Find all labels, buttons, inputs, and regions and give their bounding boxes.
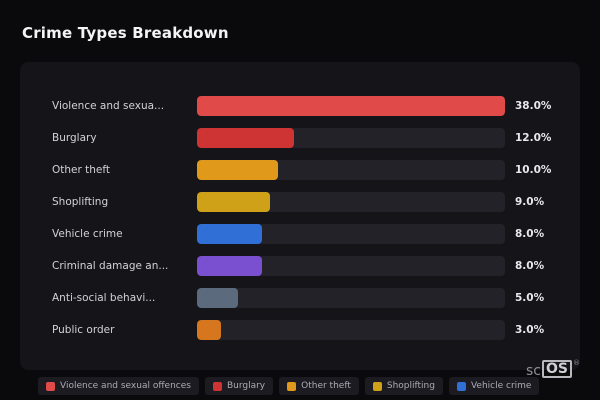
chart-bar-row: Other theft 10.0% bbox=[20, 154, 580, 186]
crime-types-chart-card: Violence and sexua... 38.0% Burglary 12.… bbox=[20, 62, 580, 370]
legend-color-swatch bbox=[456, 381, 466, 391]
legend-item[interactable]: Other theft bbox=[279, 377, 359, 395]
bar-fill[interactable] bbox=[197, 256, 262, 276]
bar-category-label: Criminal damage an... bbox=[52, 260, 169, 272]
bar-category-label: Burglary bbox=[52, 132, 97, 144]
bar-fill[interactable] bbox=[197, 128, 295, 148]
bar-track bbox=[197, 256, 505, 276]
page-title: Crime Types Breakdown bbox=[22, 24, 229, 42]
bar-category-label: Shoplifting bbox=[52, 196, 109, 208]
legend-item-label: Burglary bbox=[226, 381, 266, 391]
bar-fill[interactable] bbox=[197, 224, 262, 244]
legend-item-label: Shoplifting bbox=[386, 381, 435, 391]
bar-value-label: 10.0% bbox=[515, 164, 552, 176]
legend-color-swatch bbox=[212, 381, 222, 391]
chart-bar-row: Public order 3.0% bbox=[20, 314, 580, 346]
legend-color-swatch bbox=[287, 381, 297, 391]
bar-track bbox=[197, 192, 505, 212]
bar-category-label: Anti-social behavi... bbox=[52, 292, 156, 304]
chart-rows: Violence and sexua... 38.0% Burglary 12.… bbox=[20, 90, 580, 346]
chart-bar-row: Vehicle crime 8.0% bbox=[20, 218, 580, 250]
chart-bar-row: Criminal damage an... 8.0% bbox=[20, 250, 580, 282]
bar-value-label: 3.0% bbox=[515, 324, 545, 336]
bar-fill[interactable] bbox=[197, 288, 238, 308]
bar-value-label: 8.0% bbox=[515, 260, 545, 272]
chart-bar-row: Shoplifting 9.0% bbox=[20, 186, 580, 218]
legend-item-label: Violence and sexual offences bbox=[60, 381, 191, 391]
bar-value-label: 38.0% bbox=[515, 100, 552, 112]
bar-track bbox=[197, 128, 505, 148]
registered-trademark-icon: ® bbox=[573, 359, 580, 367]
legend-item-label: Vehicle crime bbox=[470, 381, 532, 391]
logo-prefix-text: sc bbox=[526, 363, 542, 379]
bar-category-label: Vehicle crime bbox=[52, 228, 123, 240]
bar-fill[interactable] bbox=[197, 96, 505, 116]
bar-track bbox=[197, 160, 505, 180]
legend-item[interactable]: Violence and sexual offences bbox=[38, 377, 199, 395]
bar-track bbox=[197, 224, 505, 244]
chart-bar-row: Anti-social behavi... 5.0% bbox=[20, 282, 580, 314]
bar-track bbox=[197, 96, 505, 116]
scos-logo: sc OS ® bbox=[526, 360, 580, 378]
legend-item[interactable]: Vehicle crime bbox=[448, 377, 540, 395]
legend-color-swatch bbox=[372, 381, 382, 391]
bar-value-label: 12.0% bbox=[515, 132, 552, 144]
bar-track bbox=[197, 320, 505, 340]
bar-track bbox=[197, 288, 505, 308]
bar-value-label: 5.0% bbox=[515, 292, 545, 304]
bar-value-label: 9.0% bbox=[515, 196, 545, 208]
bar-fill[interactable] bbox=[197, 192, 270, 212]
bar-category-label: Other theft bbox=[52, 164, 111, 176]
logo-box-text: OS bbox=[542, 360, 572, 378]
chart-legend: Violence and sexual offences Burglary Ot… bbox=[38, 377, 598, 395]
bar-fill[interactable] bbox=[197, 160, 279, 180]
legend-item[interactable]: Burglary bbox=[204, 377, 274, 395]
chart-bar-row: Burglary 12.0% bbox=[20, 122, 580, 154]
bar-value-label: 8.0% bbox=[515, 228, 545, 240]
bar-category-label: Public order bbox=[52, 324, 115, 336]
chart-bar-row: Violence and sexua... 38.0% bbox=[20, 90, 580, 122]
legend-item-label: Other theft bbox=[301, 381, 351, 391]
bar-category-label: Violence and sexua... bbox=[52, 100, 165, 112]
bar-fill[interactable] bbox=[197, 320, 222, 340]
legend-color-swatch bbox=[46, 381, 55, 391]
legend-item[interactable]: Shoplifting bbox=[364, 377, 443, 395]
